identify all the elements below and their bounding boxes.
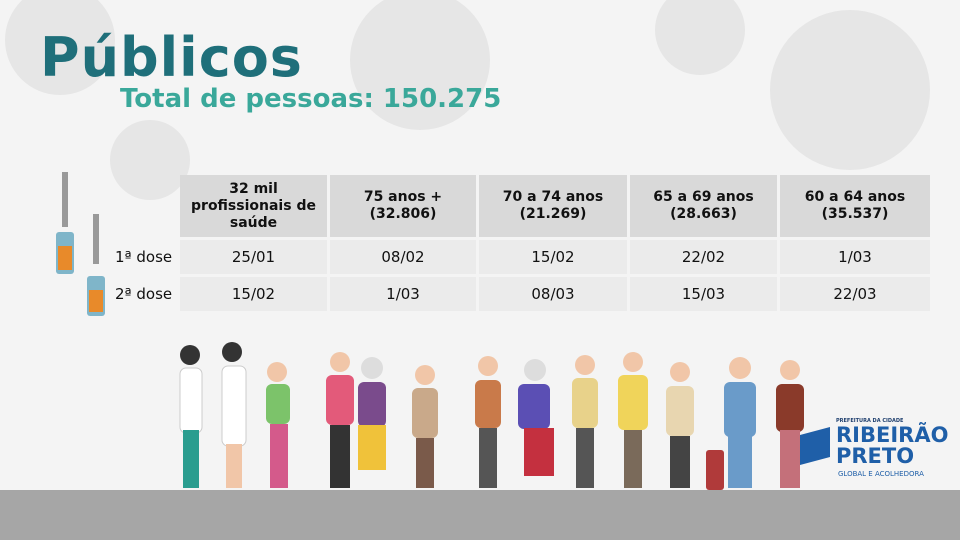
table-cell: 15/03 — [630, 277, 777, 311]
column-header: 75 anos + (32.806) — [330, 175, 476, 237]
table-cell: 15/02 — [180, 277, 327, 311]
column-header: 65 a 69 anos (28.663) — [630, 175, 777, 237]
logo: PREFEITURA DA CIDADE RIBEIRÃO PRETO GLOB… — [798, 418, 948, 484]
column-header: 70 a 74 anos (21.269) — [479, 175, 627, 237]
table-cell: 1/03 — [780, 240, 930, 274]
column-header: 32 mil profissionais de saúde — [180, 175, 327, 237]
table-cell: 08/03 — [479, 277, 627, 311]
logo-top: PREFEITURA DA CIDADE — [836, 418, 904, 424]
title: Públicos — [40, 26, 303, 89]
header-line: 32 mil — [229, 180, 278, 197]
logo-line: RIBEIRÃO — [836, 423, 949, 447]
row-label: 1ª dose — [115, 248, 173, 266]
header-line: profissionais de — [191, 197, 316, 214]
table-cell: 1/03 — [330, 277, 476, 311]
subtitle: Total de pessoas: 150.275 — [120, 84, 502, 114]
logo-tagline: GLOBAL E ACOLHEDORA — [838, 470, 924, 478]
header-line: saúde — [229, 214, 278, 231]
header-line: (21.269) — [519, 206, 587, 222]
table-cell: 08/02 — [330, 240, 476, 274]
header-line: (32.806) — [369, 206, 437, 222]
header-line: (28.663) — [670, 206, 737, 222]
header-line: 70 a 74 anos — [502, 189, 604, 205]
table-cell: 22/02 — [630, 240, 777, 274]
header-line: (35.537) — [821, 206, 889, 222]
row-label: 2ª dose — [115, 285, 173, 303]
header-line: 60 a 64 anos — [804, 189, 906, 205]
table-cell: 25/01 — [180, 240, 327, 274]
header-line: 75 anos + — [363, 189, 443, 205]
ground — [0, 490, 960, 540]
logo-line: PRETO — [836, 444, 915, 468]
people-illustration — [179, 342, 804, 490]
table-cell: 22/03 — [780, 277, 930, 311]
vaccine-icons — [56, 172, 105, 316]
table-cell: 15/02 — [479, 240, 627, 274]
column-header: 60 a 64 anos (35.537) — [780, 175, 930, 237]
header-line: 65 a 69 anos — [653, 189, 754, 205]
logo-emblem — [800, 427, 830, 465]
